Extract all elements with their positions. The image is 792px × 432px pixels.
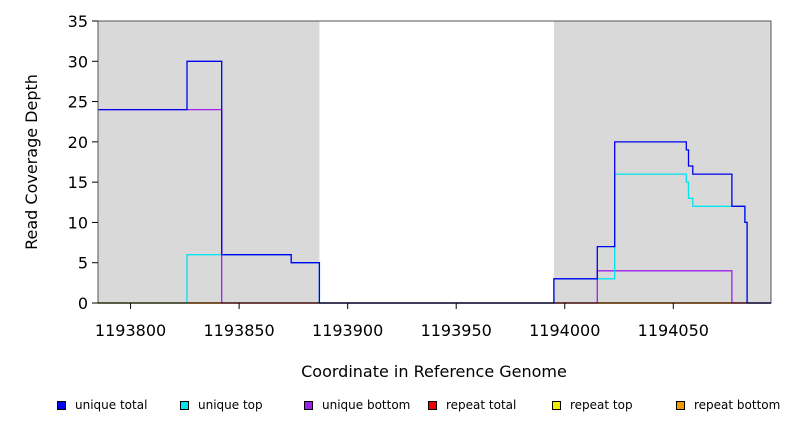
y-tick-label: 20 [68,133,88,152]
legend-item-repeat-bottom: repeat bottom [676,398,780,412]
legend-swatch [57,400,66,410]
series-line-unique-total [98,60,771,304]
legend: unique total unique top unique bottom repea… [0,398,792,420]
legend-item-repeat-total: repeat total [428,398,516,412]
legend-swatch [180,400,189,410]
legend-swatch [676,400,685,410]
legend-swatch [552,400,561,410]
y-tick-label: 5 [78,254,88,273]
legend-label: unique total [75,398,148,412]
shaded-region-0 [98,21,320,303]
y-tick-label: 15 [68,173,88,192]
y-tick-label: 30 [68,52,88,71]
x-axis-title: Coordinate in Reference Genome [301,362,567,381]
x-tick-label: 1194050 [638,321,709,340]
y-tick-label: 0 [78,294,88,313]
y-tick-label: 25 [68,93,88,112]
coverage-chart: 0 5 10 15 20 25 30 35 1193800 1193850 1193900 11939… [22,12,772,381]
legend-item-repeat-top: repeat top [552,398,633,412]
y-tick-label: 10 [68,213,88,232]
legend-item-unique-total: unique total [57,398,147,412]
legend-label: repeat total [446,398,517,412]
legend-swatch [304,400,313,410]
legend-label: unique top [198,398,263,412]
x-tick-label: 1193950 [421,321,492,340]
y-axis-title: Read Coverage Depth [22,74,41,250]
legend-label: repeat top [570,398,633,412]
x-tick-label: 1193900 [312,321,383,340]
legend-item-unique-top: unique top [180,398,263,412]
x-tick-label: 1193800 [95,321,166,340]
legend-swatch [428,400,437,410]
shaded-region-1 [553,21,771,303]
legend-label: unique bottom [322,398,411,412]
legend-label: repeat bottom [694,398,781,412]
x-tick-label: 1194000 [529,321,600,340]
shaded-regions [98,21,771,303]
legend-item-unique-bottom: unique bottom [304,398,410,412]
y-tick-label: 35 [68,12,88,31]
x-tick-label: 1193850 [203,321,274,340]
axes: 0 5 10 15 20 25 30 35 1193800 1193850 1193900 11939… [68,12,772,340]
